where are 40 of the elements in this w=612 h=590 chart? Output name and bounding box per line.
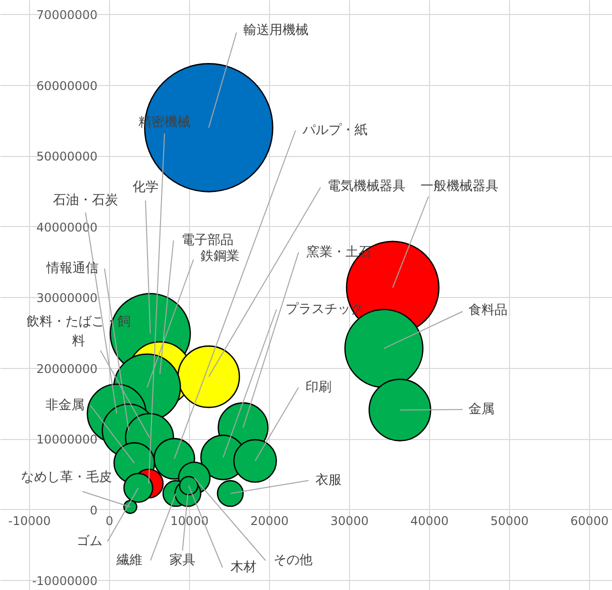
text: プラスチック [286,302,364,317]
text: 輸送用機械 [244,23,308,38]
text: 金属 [468,402,494,417]
series-label: なめし革・毛皮 [21,470,112,485]
text: 一般機械器具 [420,179,498,194]
x-tick-label: 30000 [330,514,369,528]
text: 木材 [230,560,256,575]
y-tick-label: 0 [90,503,98,518]
text: 石油・石炭 [53,193,118,208]
y-tick-label: 50000000 [36,150,98,164]
y-tick-label: 10000000 [36,432,98,446]
text: 家具 [170,552,196,568]
y-tick-label: -10000000 [32,574,98,588]
y-tick-label: 60000000 [36,78,98,93]
text: 印刷 [306,380,332,395]
x-tick-label: 10000 [170,514,209,528]
text: 繊維 [116,553,142,568]
text: 非金属 [46,398,84,413]
text: 鉄鋼業 [200,249,240,264]
text: ゴム [76,534,102,549]
y-tick-label: 40000000 [36,220,98,234]
y-tick-label: 30000000 [36,291,98,305]
x-tick-label: -10000 [8,514,51,528]
text: 電子部品 [182,233,234,248]
text: 精密機械 [138,115,190,130]
text: 情報通信 [46,261,98,276]
text: 化学 [132,180,158,195]
x-tick-label: 40000 [410,514,449,528]
text: 飲料・たばこ・飼料 [26,314,130,349]
x-tick-label: 20000 [250,514,289,528]
y-tick-label: 20000000 [36,362,98,376]
x-tick-label: 50000 [490,514,529,528]
x-tick-label: 0 [106,514,114,528]
text: パルプ・紙 [302,123,368,138]
y-tick-label: 70000000 [36,8,98,22]
text: 衣服 [316,473,342,488]
x-tick-label: 60000 [570,514,609,528]
text: その他 [274,553,312,568]
text: 電気機械器具 [328,179,406,194]
text: 食料品 [468,303,508,318]
